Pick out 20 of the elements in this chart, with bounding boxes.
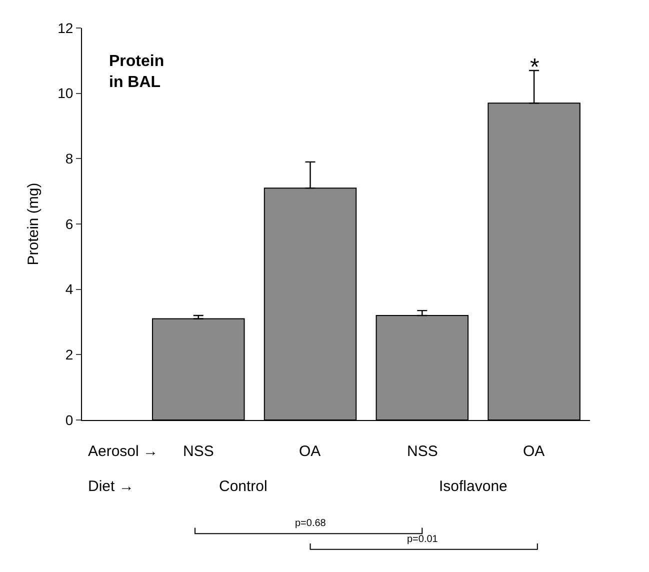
annotation: * (530, 54, 540, 81)
y-tick-label: 4 (65, 281, 74, 298)
y-tick-label: 2 (65, 346, 74, 363)
text: Control (219, 478, 268, 495)
x-tick-label: NSS (407, 443, 438, 460)
text: Diet → (88, 478, 134, 495)
y-tick-label: 8 (65, 150, 74, 167)
y-tick-label: 6 (65, 216, 74, 232)
y-tick-label: 0 (65, 412, 74, 428)
text: Isoflavone (439, 478, 508, 495)
x-tick-label: NSS (183, 443, 214, 460)
text: Aerosol → (88, 443, 158, 460)
text: p=0.01 (407, 534, 438, 545)
x-tick-label: OA (523, 443, 545, 460)
text: Protein in BAL (109, 53, 164, 91)
y-tick-label: 12 (58, 20, 74, 36)
y-axis-title: Protein (mg) (24, 182, 42, 266)
x-tick-label: OA (299, 443, 321, 460)
text: p=0.68 (295, 518, 326, 529)
y-tick-label: 10 (58, 85, 74, 102)
